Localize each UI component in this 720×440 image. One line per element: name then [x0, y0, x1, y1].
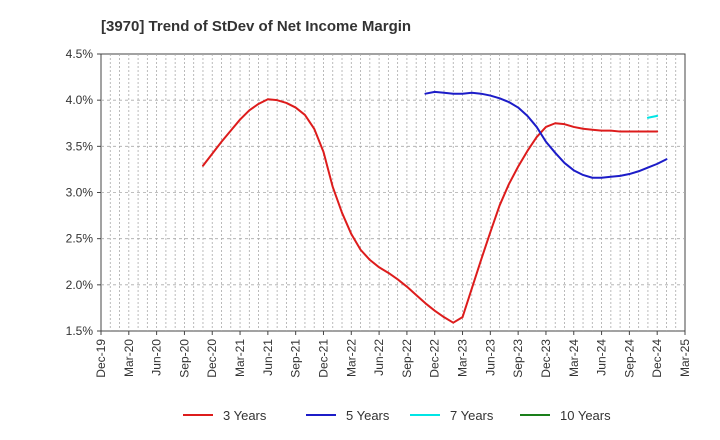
x-tick-label: Mar-21 — [233, 339, 247, 377]
x-tick-label: Jun-22 — [372, 339, 386, 376]
series-line-7-years — [646, 114, 659, 119]
x-tick-label: Mar-20 — [122, 339, 136, 377]
y-tick-label: 2.5% — [66, 232, 94, 246]
series-line-5-years — [424, 90, 668, 179]
series-lines — [201, 90, 668, 324]
y-tick-label: 1.5% — [66, 324, 94, 338]
x-tick-label: Jun-21 — [261, 339, 275, 376]
legend: 3 Years 5 Years 7 Years 10 Years — [183, 408, 611, 423]
x-tick-label: Sep-21 — [289, 339, 303, 378]
series-line-3-years — [201, 98, 659, 324]
x-tick-label: Mar-22 — [344, 339, 358, 377]
x-tick-label: Sep-23 — [511, 339, 525, 378]
x-tick-label: Jun-24 — [595, 339, 609, 376]
y-tick-label: 3.5% — [66, 139, 94, 153]
x-tick-label: Dec-24 — [650, 339, 664, 378]
x-tick-label: Mar-25 — [678, 339, 692, 377]
x-tick-label: Mar-23 — [456, 339, 470, 377]
x-tick-label: Dec-19 — [94, 339, 108, 378]
x-tick-label: Sep-20 — [177, 339, 191, 378]
x-tick-label: Jun-20 — [150, 339, 164, 376]
x-tick-label: Dec-22 — [428, 339, 442, 378]
x-tick-label: Sep-22 — [400, 339, 414, 378]
x-tick-label: Jun-23 — [483, 339, 497, 376]
legend-label-7-years: 7 Years — [450, 408, 494, 423]
grid — [101, 54, 685, 331]
x-tick-label: Sep-24 — [622, 339, 636, 378]
x-tick-label: Mar-24 — [567, 339, 581, 377]
x-tick-label: Dec-23 — [539, 339, 553, 378]
x-tick-label: Dec-21 — [316, 339, 330, 378]
axes: 1.5% 2.0% 2.5% 3.0% 3.5% 4.0% 4.5% Dec-19 Mar-20… — [66, 47, 692, 378]
y-tick-label: 4.0% — [66, 93, 94, 107]
y-tick-label: 4.5% — [66, 47, 94, 61]
legend-label-5-years: 5 Years — [346, 408, 390, 423]
x-tick-label: Dec-20 — [205, 339, 219, 378]
plot-area — [100, 53, 686, 332]
y-tick-label: 3.0% — [66, 186, 94, 200]
chart-title: [3970] Trend of StDev of Net Income Marg… — [101, 18, 411, 35]
y-tick-label: 2.0% — [66, 278, 94, 292]
legend-label-3-years: 3 Years — [223, 408, 267, 423]
legend-label-10-years: 10 Years — [560, 408, 611, 423]
